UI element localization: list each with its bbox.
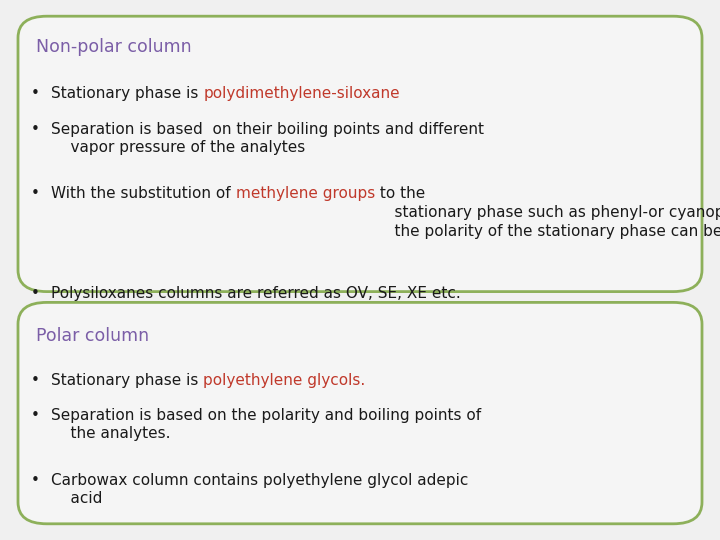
Text: •: • (31, 287, 40, 301)
FancyBboxPatch shape (18, 302, 702, 524)
Text: With the substitution of: With the substitution of (51, 186, 235, 201)
Text: Polar column: Polar column (36, 327, 149, 345)
Text: Stationary phase is: Stationary phase is (51, 86, 203, 102)
Text: Separation is based on the polarity and boiling points of
    the analytes.: Separation is based on the polarity and … (51, 408, 481, 441)
Text: Stationary phase is: Stationary phase is (51, 373, 203, 388)
Text: •: • (31, 408, 40, 423)
Text: polydimethylene-siloxane: polydimethylene-siloxane (203, 86, 400, 102)
Text: Carbowax column contains polyethylene glycol adepic
    acid: Carbowax column contains polyethylene gl… (51, 472, 469, 506)
Text: methylene groups: methylene groups (235, 186, 375, 201)
Text: Polysiloxanes columns are referred as OV, SE, XE etc.: Polysiloxanes columns are referred as OV… (51, 287, 461, 301)
Text: •: • (31, 86, 40, 102)
Text: •: • (31, 186, 40, 201)
Text: polyethylene glycols.: polyethylene glycols. (203, 373, 366, 388)
Text: Non-polar column: Non-polar column (36, 38, 192, 56)
Text: to the
    stationary phase such as phenyl-or cyanopropyl groups,
    the polari: to the stationary phase such as phenyl-o… (375, 186, 720, 239)
Text: •: • (31, 122, 40, 137)
Text: •: • (31, 373, 40, 388)
Text: Separation is based  on their boiling points and different
    vapor pressure of: Separation is based on their boiling poi… (51, 122, 484, 155)
Text: •: • (31, 472, 40, 488)
FancyBboxPatch shape (18, 16, 702, 292)
